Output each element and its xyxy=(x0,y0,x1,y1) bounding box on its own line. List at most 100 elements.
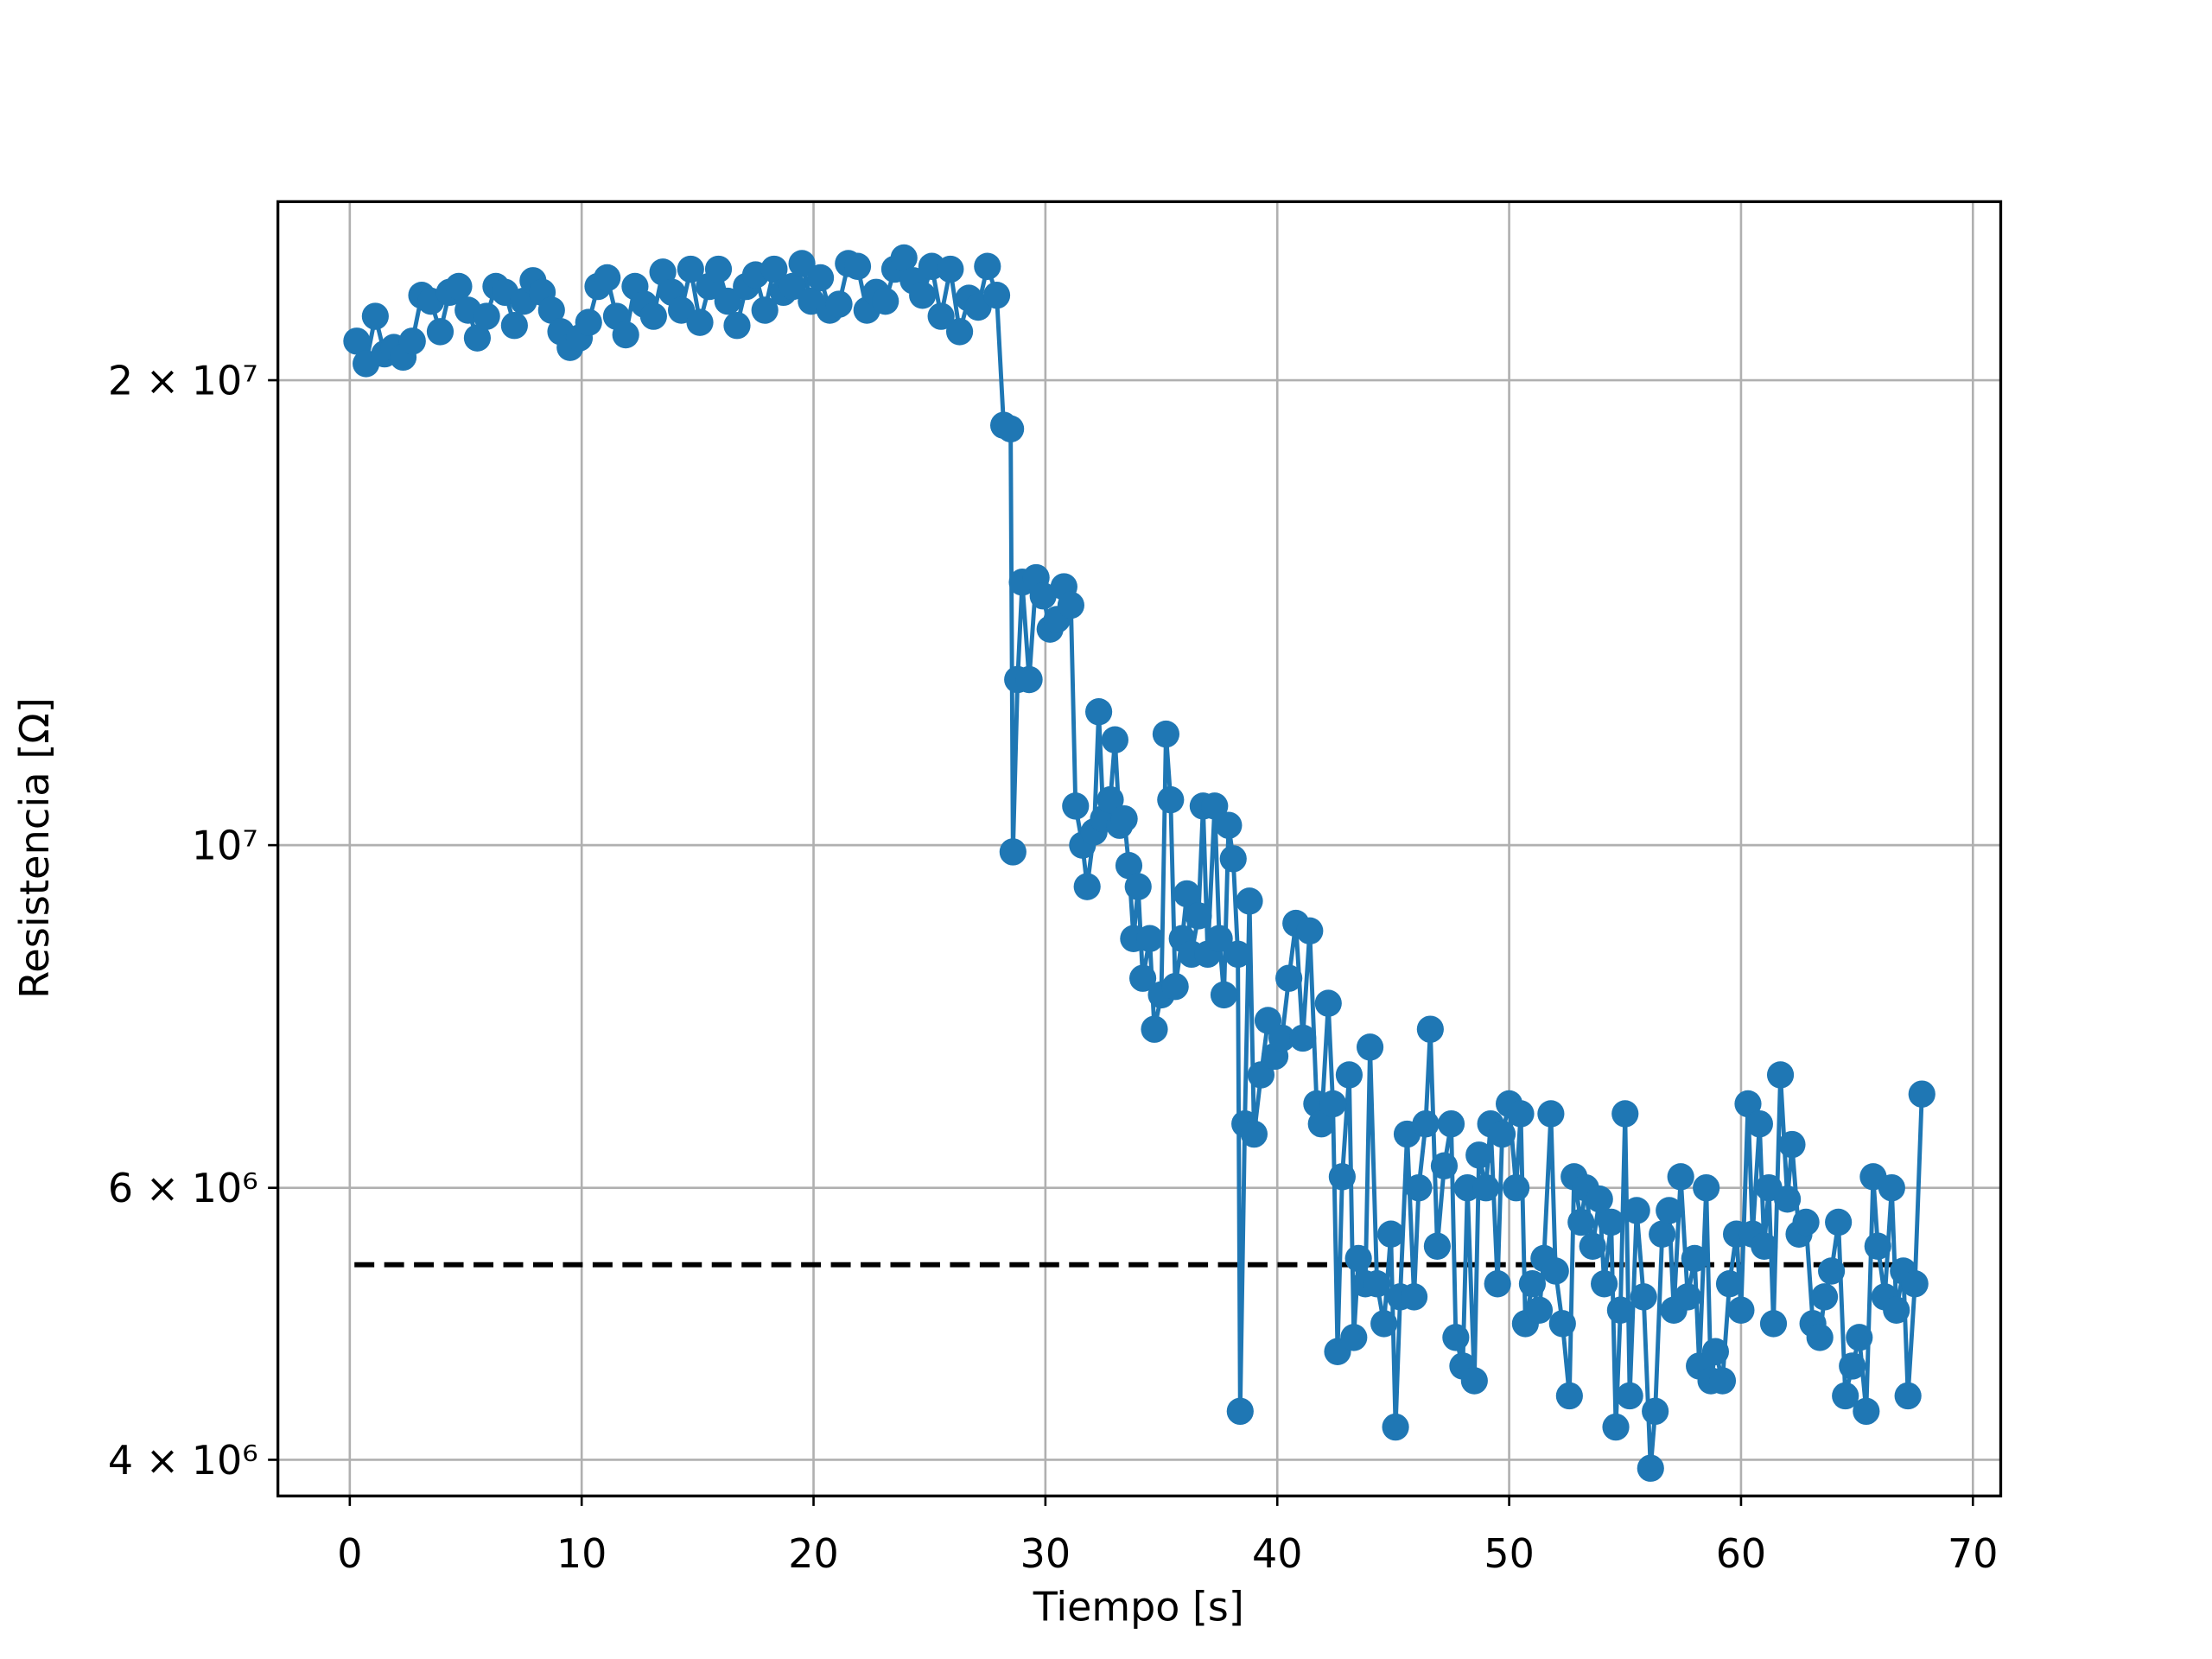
data-point xyxy=(1128,964,1157,992)
data-point xyxy=(1205,925,1233,952)
data-point xyxy=(1157,785,1185,814)
data-point xyxy=(760,255,788,283)
data-point xyxy=(1759,1310,1788,1338)
data-point xyxy=(1715,1270,1744,1298)
data-point xyxy=(1586,1185,1613,1213)
data-point xyxy=(1370,1310,1398,1338)
data-point xyxy=(686,308,714,336)
data-point xyxy=(1846,1324,1873,1351)
data-point xyxy=(1096,785,1124,814)
data-point xyxy=(649,258,677,286)
data-point xyxy=(937,255,964,283)
data-point xyxy=(1745,1109,1773,1138)
data-point xyxy=(594,264,621,292)
data-point xyxy=(1878,1173,1905,1202)
y-axis-label: Resistencia [Ω] xyxy=(11,697,58,999)
data-point xyxy=(1340,1324,1368,1351)
data-point xyxy=(1637,1454,1664,1482)
x-axis-label: Tiempo [s] xyxy=(1033,1583,1244,1630)
data-point xyxy=(1319,1090,1347,1118)
data-point xyxy=(1382,1413,1409,1441)
data-point xyxy=(1335,1061,1363,1089)
x-tick-label: 20 xyxy=(788,1530,838,1577)
x-tick-label: 40 xyxy=(1252,1530,1302,1577)
data-point xyxy=(982,282,1011,309)
data-point xyxy=(1825,1208,1853,1236)
data-point xyxy=(1484,1270,1511,1298)
data-point xyxy=(1110,804,1138,833)
data-point xyxy=(1161,972,1189,1001)
data-point xyxy=(1314,989,1342,1017)
data-point xyxy=(473,302,500,330)
data-point xyxy=(909,282,937,309)
data-point xyxy=(1701,1338,1730,1365)
data-point xyxy=(1210,981,1238,1009)
data-point xyxy=(1356,1033,1384,1061)
data-point xyxy=(1412,1109,1440,1138)
data-point xyxy=(1173,880,1201,908)
data-point xyxy=(1518,1270,1547,1298)
data-point xyxy=(463,324,492,352)
data-point xyxy=(1611,1100,1639,1128)
data-point xyxy=(1185,902,1212,930)
data-point xyxy=(677,255,704,283)
data-point xyxy=(1437,1109,1465,1138)
data-point xyxy=(1853,1397,1880,1426)
data-point xyxy=(1015,665,1043,694)
x-tick-label: 0 xyxy=(337,1530,362,1577)
axes-frame xyxy=(276,200,2003,1497)
data-point xyxy=(1377,1220,1405,1248)
data-point xyxy=(1101,726,1128,753)
data-point xyxy=(1598,1208,1625,1236)
data-point xyxy=(1400,1283,1428,1311)
data-point xyxy=(1630,1283,1657,1311)
data-point xyxy=(1029,582,1057,610)
data-point xyxy=(537,296,565,324)
data-point xyxy=(1240,1120,1268,1148)
data-point xyxy=(1883,1296,1910,1324)
data-point xyxy=(1674,1283,1701,1311)
data-point xyxy=(714,287,741,315)
data-point xyxy=(1734,1090,1762,1118)
data-point xyxy=(1289,1024,1317,1052)
data-point xyxy=(927,302,955,330)
data-point xyxy=(1602,1413,1630,1441)
data-point xyxy=(825,290,853,318)
data-point xyxy=(1606,1296,1634,1324)
data-point xyxy=(779,272,806,301)
data-point xyxy=(1774,1185,1802,1213)
data-point xyxy=(1296,917,1324,945)
data-point xyxy=(1073,873,1101,900)
data-point xyxy=(1503,1173,1530,1202)
data-point xyxy=(1152,720,1180,748)
data-point xyxy=(612,321,639,349)
data-point xyxy=(999,838,1027,866)
data-point xyxy=(1579,1232,1606,1260)
data-point xyxy=(1460,1367,1488,1395)
data-point xyxy=(704,255,733,283)
data-point xyxy=(1693,1173,1720,1202)
data-point xyxy=(997,415,1025,443)
data-point xyxy=(1344,1244,1372,1273)
data-point xyxy=(1085,698,1113,726)
data-point xyxy=(1541,1257,1569,1285)
y-tick-label: 2 × 10⁷ xyxy=(108,357,258,404)
data-point xyxy=(1778,1130,1806,1159)
data-point xyxy=(1555,1382,1583,1410)
data-point xyxy=(1328,1163,1356,1191)
data-point xyxy=(1567,1208,1595,1236)
data-point xyxy=(1136,925,1164,952)
data-point xyxy=(751,296,779,324)
data-point xyxy=(1708,1367,1737,1395)
data-point xyxy=(1115,852,1143,880)
data-point xyxy=(1864,1232,1891,1260)
data-point xyxy=(1472,1173,1500,1202)
data-point xyxy=(1236,887,1263,915)
data-point xyxy=(1537,1100,1565,1128)
data-point xyxy=(1423,1232,1451,1260)
data-point xyxy=(1818,1257,1846,1285)
data-point xyxy=(1806,1324,1834,1351)
data-point xyxy=(1062,792,1090,820)
